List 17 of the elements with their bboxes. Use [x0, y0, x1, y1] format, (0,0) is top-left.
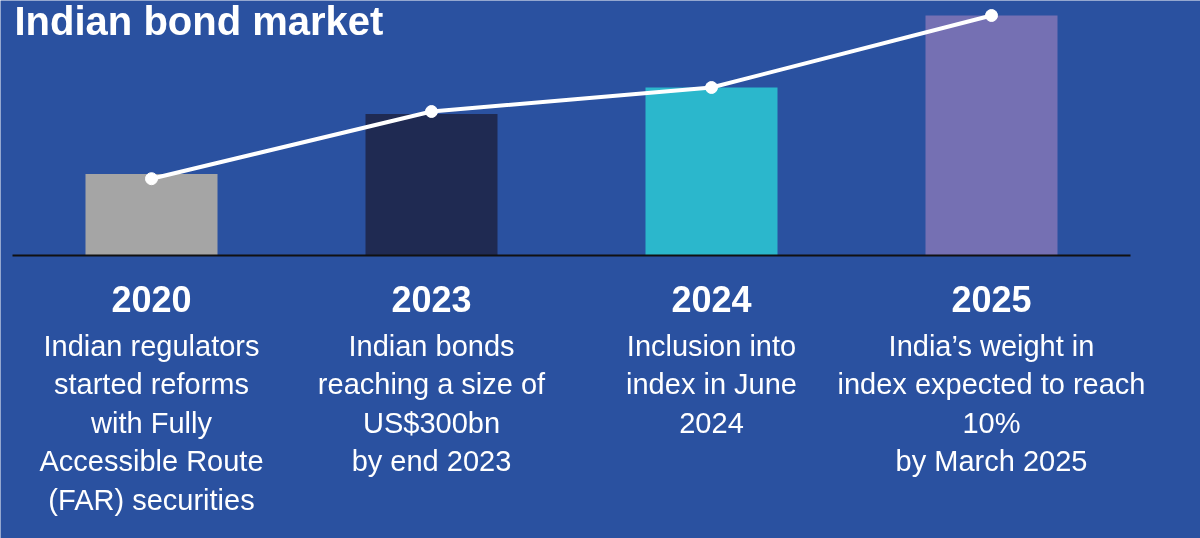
text: Inclusion into index in June 2024: [626, 329, 797, 439]
point: [425, 105, 438, 118]
text: India’s weight in index expected to reach 10% by March 2025: [837, 329, 1146, 477]
point: [705, 81, 718, 94]
text: Indian bonds reaching a size of US$300bn by end 2023: [317, 329, 547, 477]
x-tick-label: 2023: [391, 278, 472, 320]
x-tick-label: 2024: [671, 278, 752, 320]
text: Indian regulators started reforms with Fully Accessible Route (FAR) securities: [39, 329, 264, 516]
x-tick-label: 2020: [111, 278, 192, 320]
chart-title: Indian bond market: [14, 0, 384, 43]
bar: [85, 173, 218, 256]
point: [145, 172, 158, 186]
x-tick-label: 2025: [951, 278, 1032, 320]
bar: [365, 113, 498, 256]
bar: [645, 87, 778, 256]
point: [985, 9, 998, 22]
bar: [925, 15, 1058, 256]
